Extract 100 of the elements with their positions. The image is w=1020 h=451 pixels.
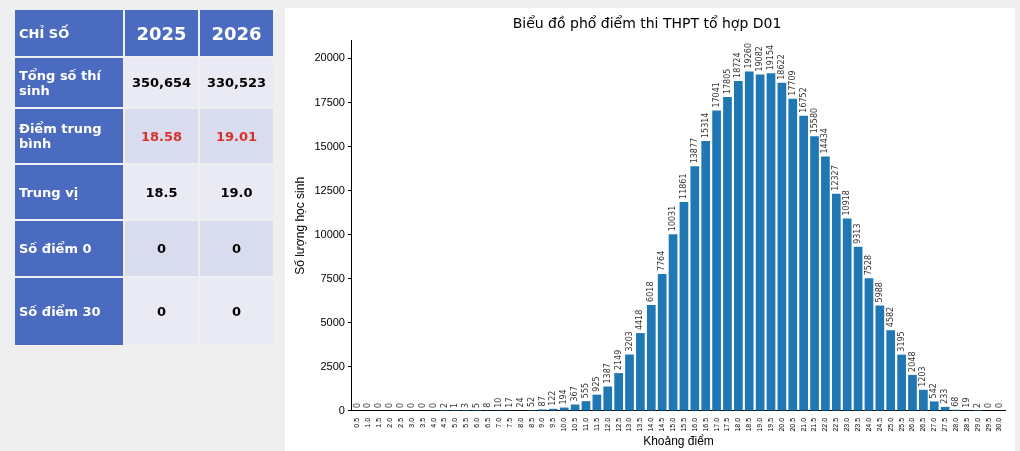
y-tick-label: 17500	[314, 95, 345, 108]
data-label: 5988	[874, 282, 884, 303]
chart-title: Biểu đồ phổ điểm thi THPT tổ hợp D01	[512, 15, 782, 32]
data-label: 68	[951, 396, 961, 407]
data-label: 19082	[755, 46, 765, 72]
y-axis-title: Số lượng học sinh	[292, 176, 307, 275]
data-label: 13877	[689, 137, 699, 164]
data-label: 3	[461, 402, 471, 408]
bar	[723, 97, 732, 411]
bar	[788, 98, 798, 411]
data-label: 10	[493, 397, 503, 408]
data-label: 10918	[842, 190, 852, 216]
data-label: 11861	[679, 173, 689, 199]
data-label: 122	[548, 390, 558, 406]
y-tick-label: 5000	[320, 315, 345, 328]
data-label: 0	[352, 402, 362, 408]
y-tick-label: 2500	[320, 359, 345, 372]
data-label: 18622	[776, 54, 786, 80]
bar	[603, 386, 613, 411]
data-label: 10031	[668, 205, 678, 232]
bar	[734, 80, 743, 411]
bar	[744, 71, 754, 411]
bar	[919, 389, 928, 411]
bar	[701, 141, 711, 411]
bar	[636, 333, 645, 411]
bar	[929, 401, 939, 411]
data-label: 19154	[766, 44, 776, 71]
data-label: 4582	[885, 306, 895, 328]
data-label: 1	[450, 402, 460, 408]
data-label: 8	[483, 402, 493, 408]
y-tick-label: 15000	[314, 139, 345, 152]
bar	[755, 74, 765, 411]
text: Tổng số thí sinh	[15, 58, 123, 107]
bar	[831, 193, 841, 411]
data-label: 0	[428, 402, 438, 408]
data-label: 14434	[820, 128, 830, 154]
bar	[853, 246, 863, 411]
data-label: 6018	[646, 281, 656, 302]
text: Số điểm 30	[15, 278, 123, 345]
text: 350,654	[125, 58, 198, 107]
text: 19.0	[200, 165, 273, 219]
data-label: 5	[472, 402, 482, 408]
bar	[712, 110, 721, 411]
bar	[646, 304, 656, 411]
bar	[625, 354, 634, 411]
text: 0	[200, 278, 273, 345]
bar	[810, 136, 819, 411]
text: 2026	[200, 10, 273, 56]
data-label: 7528	[864, 254, 874, 276]
bar	[842, 218, 852, 411]
data-label: 0	[983, 402, 993, 408]
text: Điểm trung bình	[15, 109, 123, 163]
bar	[886, 330, 896, 411]
data-label: 87	[537, 396, 547, 407]
data-label: 15314	[700, 112, 710, 139]
data-label: 16752	[798, 87, 808, 113]
data-label: 12327	[831, 165, 841, 191]
data-label: 7764	[657, 250, 667, 272]
data-label: 0	[417, 402, 427, 408]
bar	[875, 305, 885, 411]
data-label: 194	[559, 389, 569, 405]
text: Trung vị	[15, 165, 123, 219]
data-label: 17	[504, 397, 514, 408]
bar	[679, 201, 689, 411]
y-tick-label: 10000	[314, 227, 345, 240]
bar	[908, 374, 917, 411]
data-label: 24	[515, 397, 525, 408]
data-label: 555	[581, 382, 591, 399]
y-tick-label: 20000	[314, 51, 345, 64]
data-label: 17709	[787, 70, 797, 96]
text: 330,523	[200, 58, 273, 107]
data-label: 15580	[809, 107, 819, 134]
bar	[821, 156, 830, 411]
text: 18.5	[125, 165, 198, 219]
data-label: 2	[972, 402, 982, 408]
data-label: 2048	[907, 351, 917, 372]
data-label: 1203	[918, 366, 928, 387]
bar	[690, 166, 700, 411]
bar	[864, 278, 874, 411]
bar	[799, 115, 809, 411]
bar	[614, 373, 623, 411]
text: Số điểm 0	[15, 221, 123, 276]
data-label: 0	[994, 402, 1004, 408]
bar	[657, 274, 667, 411]
data-label: 542	[929, 383, 939, 399]
y-tick-label: 0	[338, 404, 345, 417]
data-label: 0	[363, 402, 373, 408]
bar	[668, 234, 678, 411]
text: 0	[125, 221, 198, 276]
x-axis-title: Khoảng điểm	[643, 434, 714, 449]
data-label: 233	[940, 388, 950, 404]
data-label: 0	[385, 402, 395, 408]
data-label: 17041	[711, 82, 721, 108]
data-label: 17805	[722, 68, 732, 95]
data-label: 0	[396, 402, 406, 408]
data-label: 9313	[853, 223, 863, 244]
data-label: 0	[406, 402, 416, 408]
text: 2025	[125, 10, 198, 56]
data-label: 19	[961, 397, 971, 408]
text: 0	[125, 278, 198, 345]
